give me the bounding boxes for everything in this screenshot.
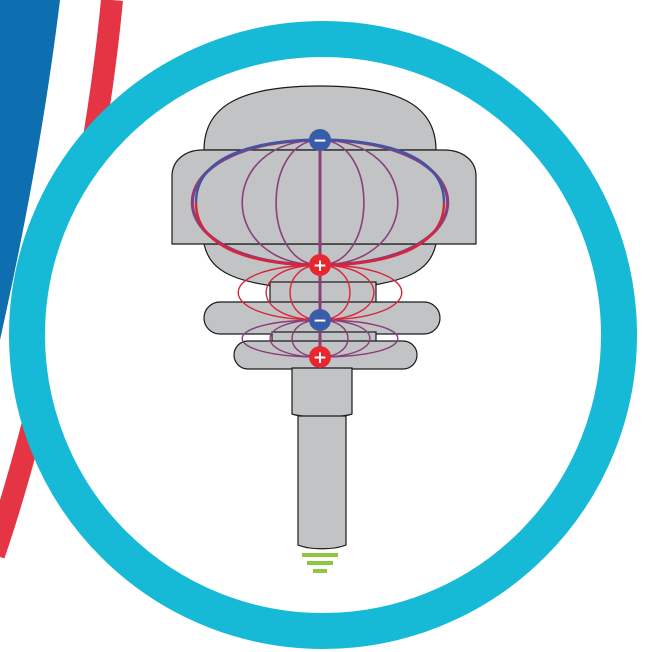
negative-charge-3: − bbox=[309, 309, 331, 331]
upper-field-outer-top-r bbox=[319, 138, 446, 203]
stem bbox=[297, 415, 347, 550]
upper-field-loop-3-right bbox=[319, 139, 365, 266]
lower-field-1-loop-3-left bbox=[289, 264, 321, 321]
top-band bbox=[171, 149, 477, 245]
lower-field-2-loop-1-right bbox=[319, 319, 399, 358]
charge-symbol: + bbox=[313, 348, 327, 368]
upper-field-outer-bot-r bbox=[319, 202, 446, 267]
electric-field-lines bbox=[190, 138, 450, 358]
upper-field-outer-bot bbox=[194, 202, 321, 267]
negative-charge-1: − bbox=[309, 129, 331, 151]
charge-symbol: − bbox=[313, 131, 327, 151]
charge-symbol: + bbox=[313, 256, 327, 276]
collar bbox=[291, 367, 353, 418]
lower-field-1-loop-1-right bbox=[319, 264, 403, 321]
lower-field-2-loop-2-left bbox=[269, 319, 321, 358]
charge-markers: − + − + bbox=[309, 129, 331, 368]
lower-field-1-loop-1-left bbox=[237, 264, 321, 321]
charge-symbol: − bbox=[313, 311, 327, 331]
upper-field-loop-3-left bbox=[275, 139, 321, 266]
upper-field-outer-top bbox=[194, 138, 321, 203]
lower-field-2-loop-2-right bbox=[319, 319, 371, 358]
blue-swoosh bbox=[0, 0, 60, 340]
ground-symbol-icon bbox=[302, 553, 338, 573]
positive-charge-2: + bbox=[309, 254, 331, 276]
lower-field-1-loop-2-left bbox=[265, 264, 321, 321]
upper-field-loop-2-right bbox=[319, 139, 399, 266]
upper-field-loop-2-left bbox=[241, 139, 321, 266]
lower-field-1-loop-3-right bbox=[319, 264, 351, 321]
top-dome bbox=[203, 85, 437, 151]
lower-field-1-loop-2-right bbox=[319, 264, 375, 321]
lower-field-2-loop-1-left bbox=[241, 319, 321, 358]
positive-charge-4: + bbox=[309, 346, 331, 368]
